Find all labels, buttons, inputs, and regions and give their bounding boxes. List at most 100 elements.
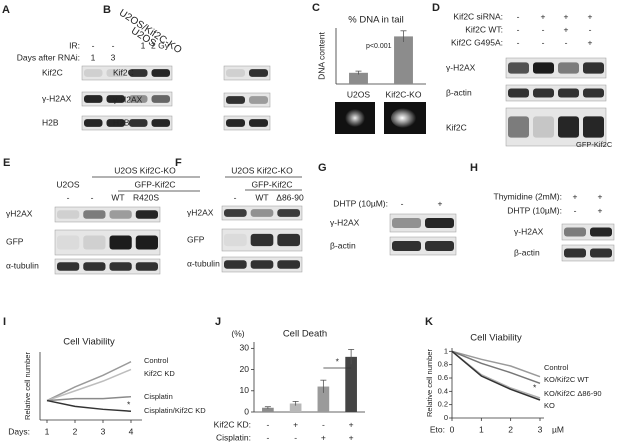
x-tick-label: 0 — [450, 424, 455, 434]
blot-label: β-actin — [330, 240, 356, 250]
lane-label: WT — [255, 192, 268, 202]
bar — [394, 36, 413, 84]
blot-strip — [505, 57, 607, 79]
x-axis-label: Eto: — [430, 424, 445, 434]
condition-value: - — [517, 37, 520, 47]
blot-label: β-actin — [446, 87, 472, 97]
blot-band — [83, 210, 106, 219]
series-label: KO/Kif2C WT — [544, 375, 589, 384]
x-tick-label: Kif2C-KO — [386, 89, 422, 99]
blot-label: γH2AX — [6, 208, 33, 218]
x-axis-unit: µM — [552, 424, 564, 434]
panel-letter: H — [470, 162, 478, 174]
blot-band — [129, 69, 148, 77]
x-tick-label: 1 — [45, 426, 50, 436]
blot-label: Kif2C — [446, 122, 467, 132]
blot-label: γ-H2AX — [42, 93, 72, 103]
condition-value: - — [112, 40, 115, 50]
lane-label: Δ86-90 — [276, 192, 304, 202]
blot-band — [508, 116, 529, 138]
series-line — [46, 399, 132, 413]
blot-band — [277, 209, 300, 217]
blot-band — [250, 260, 274, 269]
blot-band — [57, 262, 80, 271]
condition-value: - — [266, 432, 269, 442]
blot-band — [425, 217, 454, 229]
blot-band — [583, 116, 604, 138]
x-tick-label: U2OS — [347, 89, 370, 99]
blot-band — [590, 248, 612, 258]
construct-label: GFP-Kif2C — [134, 179, 175, 189]
blot-band — [590, 227, 612, 237]
y-tick-label: 30 — [240, 343, 250, 353]
blot-band — [277, 233, 300, 247]
condition-value: - — [542, 37, 545, 47]
condition-label: DHTP (10µM): — [333, 198, 388, 208]
y-axis-label: Relative cell number — [425, 349, 434, 417]
condition-value: + — [588, 11, 593, 21]
condition-value: - — [294, 432, 297, 442]
condition-value: + — [564, 24, 569, 34]
blot-label: GFP — [6, 236, 24, 246]
comet — [391, 108, 419, 128]
x-tick-label: 4 — [129, 426, 134, 436]
condition-label: Kif2C KD: — [214, 419, 251, 429]
condition-label: Kif2C siRNA: — [453, 11, 503, 21]
x-axis-label: Days: — [8, 426, 30, 436]
blot-band — [508, 88, 529, 98]
blot-band — [106, 119, 125, 127]
group-label: U2OS Kif2C-KO — [231, 165, 293, 175]
blot-band — [508, 62, 529, 74]
blot-strip — [505, 84, 607, 102]
blot-band — [533, 62, 554, 74]
y-axis-label: DNA content — [316, 32, 326, 80]
lane-label: R420S — [133, 192, 159, 202]
blot-strip — [54, 258, 161, 275]
y-tick-label: 10 — [240, 385, 250, 395]
blot-label: γH2AX — [187, 207, 214, 217]
blot-label: H2B — [113, 117, 130, 127]
y-tick-label: 1 — [444, 346, 448, 355]
y-tick-label: 0.8 — [438, 360, 448, 369]
y-tick-label: 0.4 — [438, 386, 448, 395]
y-tick-label: 0.2 — [438, 400, 448, 409]
condition-value: - — [542, 24, 545, 34]
blot-band — [564, 227, 586, 237]
blot-band — [425, 240, 454, 252]
annotation: * — [336, 356, 340, 366]
blot-band — [533, 116, 554, 138]
condition-label: IR: — [69, 40, 80, 50]
condition-value: - — [322, 419, 325, 429]
annotation: p<0.001 — [366, 43, 392, 50]
condition-value: + — [573, 191, 578, 201]
series-line — [451, 350, 541, 399]
blot-band — [250, 209, 274, 217]
lane-label: - — [67, 192, 70, 202]
blot-band — [84, 69, 103, 77]
x-tick-label: 2 — [508, 424, 513, 434]
panel-letter: I — [3, 316, 6, 328]
blot-band — [583, 88, 604, 98]
condition-value: - — [266, 419, 269, 429]
chart-title: Cell Death — [283, 329, 327, 340]
y-axis-label: (%) — [231, 328, 244, 338]
blot-band — [57, 235, 80, 250]
series-line — [46, 361, 132, 402]
bar — [317, 386, 330, 412]
panel-letter: K — [425, 316, 433, 328]
panel-letter: G — [318, 162, 327, 174]
lane-label: - — [91, 192, 94, 202]
blot-label: β-actin — [514, 247, 540, 257]
panel-letter: F — [175, 157, 182, 169]
panel-letter: D — [432, 2, 440, 14]
blot-label: H2B — [42, 117, 59, 127]
annotation: * — [127, 399, 131, 409]
series-label: KO — [544, 401, 555, 410]
condition-label: Kif2C WT: — [465, 24, 503, 34]
condition-label: Cisplatin: — [216, 432, 251, 442]
condition-label: DHTP (10µM): — [507, 205, 562, 215]
bar — [345, 356, 357, 412]
series-line — [451, 350, 541, 385]
blot-band — [135, 210, 158, 219]
blot-strip — [81, 115, 173, 131]
